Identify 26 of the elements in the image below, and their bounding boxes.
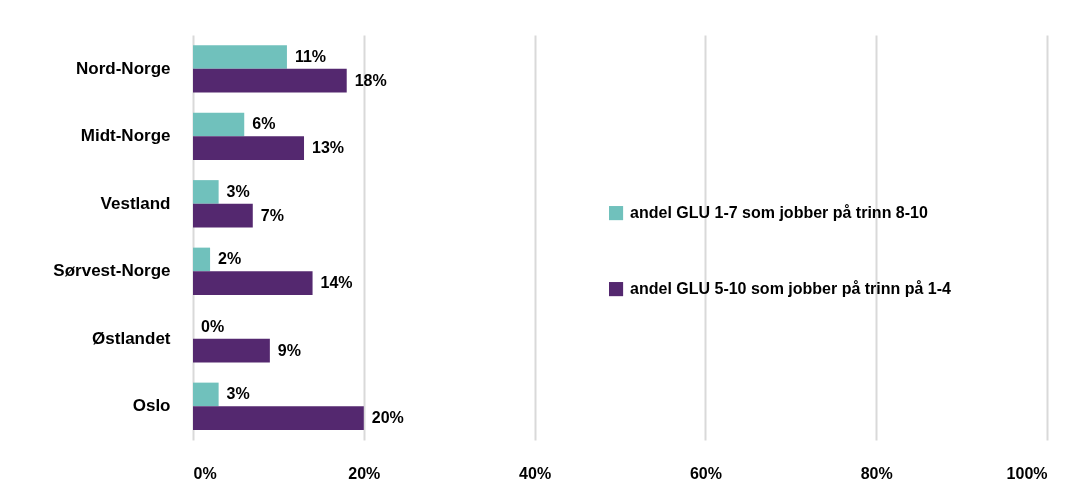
x-tick-label: 40%: [519, 464, 552, 482]
data-label: 9%: [277, 341, 301, 359]
x-tick-label: 0%: [193, 464, 217, 482]
data-label: 3%: [226, 385, 250, 403]
y-tick-label: Vestland: [100, 193, 171, 213]
x-tick-label: 100%: [1006, 464, 1048, 482]
y-tick-label: Oslo: [132, 396, 171, 416]
y-tick-label: Østlandet: [92, 328, 171, 348]
data-label: 18%: [354, 71, 387, 89]
y-tick-label: Sørvest-Norge: [53, 261, 171, 281]
legend-label: andel GLU 1-7 som jobber på trinn 8-10: [630, 204, 928, 222]
data-label: 0%: [201, 317, 225, 335]
x-tick-label: 80%: [860, 464, 893, 482]
data-label: 2%: [218, 250, 242, 268]
x-tick-label: 20%: [348, 464, 381, 482]
x-tick-label: 60%: [689, 464, 722, 482]
data-label: 20%: [371, 409, 404, 427]
y-tick-label: Nord-Norge: [76, 58, 171, 78]
data-label: 11%: [294, 47, 327, 65]
data-label: 3%: [226, 182, 250, 200]
data-label: 7%: [260, 206, 284, 224]
data-label: 13%: [312, 139, 345, 157]
data-label: 14%: [320, 274, 353, 292]
legend-label: andel GLU 5-10 som jobber på trinn på 1-4: [630, 280, 952, 298]
y-tick-label: Midt-Norge: [80, 126, 171, 146]
data-label: 6%: [252, 115, 276, 133]
